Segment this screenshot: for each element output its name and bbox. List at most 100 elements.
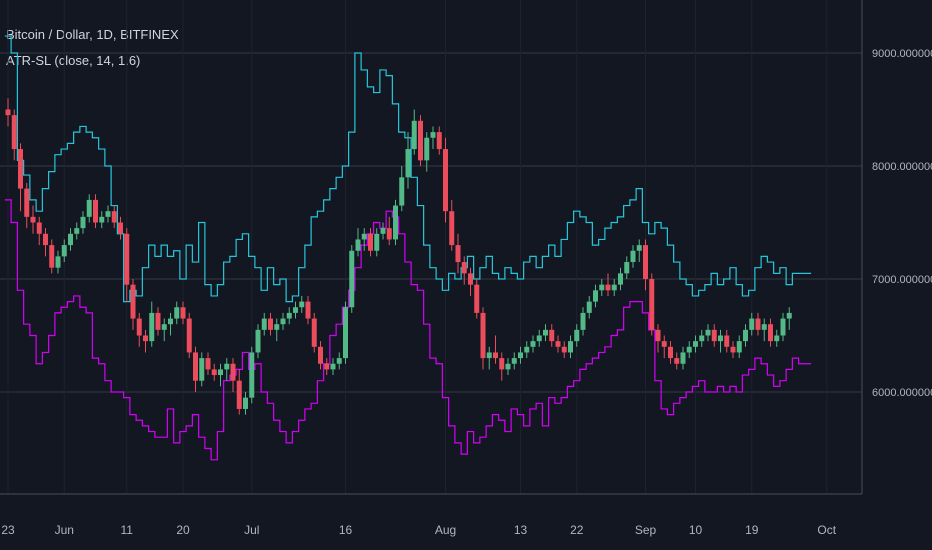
candle-body <box>480 312 486 359</box>
candle-body <box>668 346 673 359</box>
x-tick-label: Sep <box>635 523 657 537</box>
candle-body <box>193 352 198 381</box>
x-tick-label: 20 <box>176 523 190 537</box>
candle-body <box>211 369 217 376</box>
candle-body <box>286 312 292 319</box>
chart-title: Bitcoin / Dollar, 1D, BITFINEX <box>6 27 179 42</box>
candle-body <box>455 245 461 263</box>
candle-body <box>561 346 567 353</box>
candle-body <box>374 233 380 251</box>
candle-body <box>355 239 361 251</box>
candle-body <box>543 329 548 336</box>
candle-body <box>274 324 280 330</box>
candle-body <box>149 312 155 342</box>
candle-body <box>343 307 348 359</box>
candle-body <box>586 301 592 313</box>
candle-body <box>555 341 561 347</box>
candle-body <box>305 301 311 319</box>
candle-body <box>768 324 773 342</box>
candle-body <box>461 262 467 274</box>
candle-body <box>499 358 505 370</box>
candle-body <box>224 363 230 370</box>
y-tick-label: 9000.00000000 <box>872 48 932 60</box>
candle-body <box>236 380 242 409</box>
y-tick-label: 8000.00000000 <box>872 161 932 173</box>
indicator-label: ATR-SL (close, 14, 1.6) <box>6 53 141 68</box>
candle-body <box>311 318 317 347</box>
candle-body <box>86 199 92 217</box>
candle-body <box>174 307 180 319</box>
candle-body <box>743 329 748 342</box>
candle-body <box>249 352 255 398</box>
x-tick-label: 16 <box>339 523 353 537</box>
candle-body <box>661 341 667 347</box>
x-tick-label: Aug <box>435 523 456 537</box>
candle-body <box>55 256 61 268</box>
candle-body <box>730 346 736 353</box>
candle-body <box>693 341 698 347</box>
x-tick-label: 22 <box>570 523 584 537</box>
candle-body <box>143 335 148 342</box>
candle-body <box>330 363 336 370</box>
x-tick-label: Jul <box>244 523 259 537</box>
candle-body <box>711 329 717 342</box>
candle-body <box>443 149 448 212</box>
candle-body <box>405 149 411 178</box>
candle-body <box>124 233 130 285</box>
candle-body <box>118 222 123 234</box>
candle-body <box>155 312 161 330</box>
x-tick-label: 13 <box>514 523 528 537</box>
candle-body <box>243 397 248 409</box>
candle-body <box>624 262 630 274</box>
candle-body <box>718 335 723 342</box>
candle-body <box>468 273 473 285</box>
candle-body <box>418 120 423 161</box>
candle-body <box>199 358 205 381</box>
candle-body <box>505 363 511 370</box>
candle-body <box>780 318 786 336</box>
candle-body <box>593 290 598 302</box>
candle-body <box>361 233 367 240</box>
candle-body <box>680 352 686 364</box>
candle-body <box>580 312 586 330</box>
candle-body <box>493 352 498 359</box>
candle-body <box>599 284 605 291</box>
candle-body <box>486 352 492 359</box>
candle-body <box>686 346 692 353</box>
y-tick-label: 7000.00000000 <box>872 274 932 286</box>
candle-body <box>524 346 530 353</box>
candle-body <box>655 329 661 342</box>
candle-body <box>674 358 680 364</box>
atr-lower-line <box>4 199 812 461</box>
candle-body <box>518 352 523 359</box>
candle-body <box>230 363 236 381</box>
candle-body <box>436 132 442 150</box>
chart-axes: 6000.00000000 7000.00000000 8000.00000000 9… <box>0 0 932 537</box>
x-tick-label: 19 <box>745 523 759 537</box>
candle-body <box>605 284 611 291</box>
candle-body <box>511 358 517 364</box>
candle-body <box>24 188 30 217</box>
candle-body <box>49 245 55 268</box>
atr-upper-line <box>4 35 812 303</box>
x-tick-label: Jun <box>55 523 74 537</box>
candle-body <box>574 329 580 342</box>
x-tick-label: Oct <box>817 523 836 537</box>
candle-body <box>449 211 455 246</box>
candle-body <box>318 346 323 364</box>
candle-body <box>324 363 330 370</box>
y-tick-label: 6000.00000000 <box>872 387 932 399</box>
candle-body <box>293 307 298 313</box>
candle-body <box>299 301 305 308</box>
candle-body <box>336 358 342 364</box>
candle-body <box>349 250 355 308</box>
x-tick-label: 11 <box>121 523 134 537</box>
candle-body <box>255 329 261 353</box>
x-tick-label: 23 <box>1 523 15 537</box>
candle-body <box>549 329 555 342</box>
candle-body <box>136 318 142 336</box>
candle-body <box>393 205 398 240</box>
candle-body <box>380 228 386 234</box>
candle-body <box>749 318 755 330</box>
